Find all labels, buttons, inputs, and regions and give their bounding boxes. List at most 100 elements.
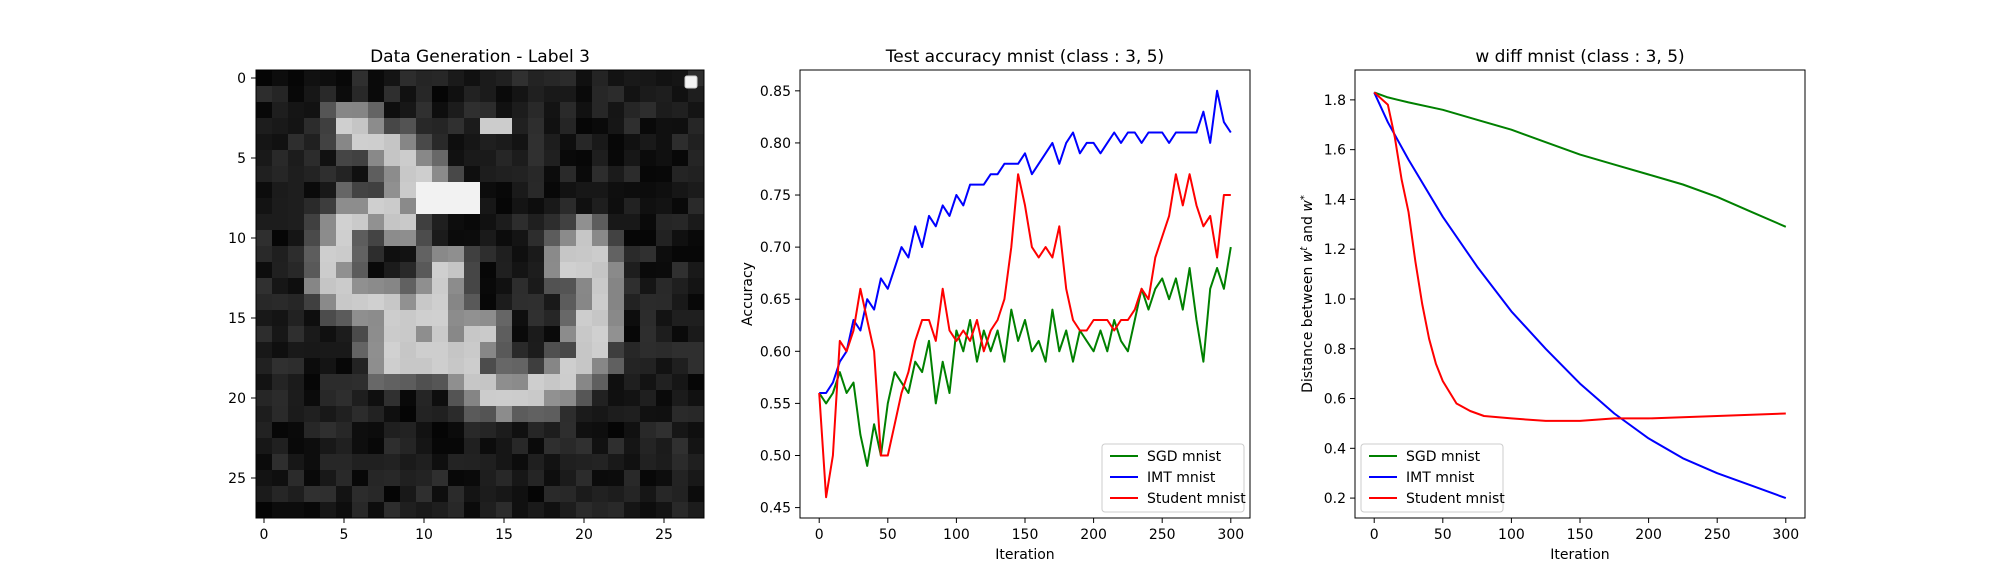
heatmap-cell — [576, 102, 593, 119]
heatmap-cell — [288, 182, 305, 199]
heatmap-cell — [496, 454, 513, 471]
heatmap-cell — [624, 86, 641, 103]
y-tick-label: 0.55 — [760, 396, 791, 412]
heatmap-cell — [528, 454, 545, 471]
heatmap-cell — [400, 166, 417, 183]
y-tick-label: 25 — [228, 471, 246, 487]
heatmap-cell — [368, 502, 385, 519]
heatmap-cell — [432, 198, 449, 215]
heatmap-cell — [464, 118, 481, 135]
heatmap-cell — [640, 278, 657, 295]
heatmap-cell — [336, 390, 353, 407]
heatmap-cell — [672, 102, 689, 119]
heatmap-cell — [672, 214, 689, 231]
panel-accuracy: Test accuracy mnist (class : 3, 5) 0 50 10… — [740, 47, 1251, 563]
heatmap-cell — [560, 470, 577, 487]
heatmap-cell — [256, 182, 273, 199]
heatmap-cell — [576, 262, 593, 279]
heatmap-cell — [560, 246, 577, 263]
heatmap-cell — [464, 166, 481, 183]
heatmap-cell — [272, 310, 289, 327]
heatmap-cell — [624, 470, 641, 487]
heatmap-cell — [688, 294, 705, 311]
heatmap-cell — [272, 134, 289, 151]
heatmap-cell — [352, 374, 369, 391]
heatmap-cell — [304, 406, 321, 423]
heatmap-cell — [640, 230, 657, 247]
heatmap-cell — [432, 134, 449, 151]
heatmap-cell — [640, 406, 657, 423]
heatmap-cell — [464, 134, 481, 151]
heatmap-cell — [256, 438, 273, 455]
y-tick-label: 10 — [228, 231, 246, 247]
heatmap-cell — [496, 70, 513, 87]
y-tick-label: 5 — [237, 151, 246, 167]
heatmap-cell — [544, 358, 561, 375]
heatmap-cell — [256, 326, 273, 343]
heatmap-cell — [336, 182, 353, 199]
heatmap-cell — [512, 102, 529, 119]
heatmap-cell — [640, 342, 657, 359]
heatmap-cell — [256, 102, 273, 119]
heatmap-cell — [400, 86, 417, 103]
heatmap-cell — [384, 406, 401, 423]
accuracy-legend: SGD mnist IMT mnist Student mnist — [1101, 443, 1246, 513]
series-line-imt — [819, 89, 1232, 394]
heatmap-cell — [688, 246, 705, 263]
heatmap-cell — [384, 230, 401, 247]
heatmap-cell — [272, 470, 289, 487]
heatmap-cell — [672, 294, 689, 311]
wdiff-title: w diff mnist (class : 3, 5) — [1475, 47, 1684, 67]
heatmap-cell — [672, 502, 689, 519]
heatmap-cell — [496, 134, 513, 151]
heatmap-cell — [560, 374, 577, 391]
heatmap-cell — [368, 374, 385, 391]
heatmap-cell — [336, 166, 353, 183]
heatmap-cell — [496, 358, 513, 375]
heatmap-cell — [400, 262, 417, 279]
heatmap-cell — [368, 230, 385, 247]
x-tick-label: 10 — [415, 527, 433, 543]
heatmap-cell — [416, 422, 433, 439]
heatmap-cell — [304, 134, 321, 151]
heatmap-cell — [288, 374, 305, 391]
heatmap-cell — [656, 342, 673, 359]
heatmap-cell — [528, 278, 545, 295]
heatmap-cell — [480, 198, 497, 215]
heatmap-cell — [512, 230, 529, 247]
x-tick-label: 0 — [815, 527, 824, 543]
heatmap-cell — [336, 422, 353, 439]
heatmap-cell — [560, 262, 577, 279]
heatmap-cell — [336, 246, 353, 263]
heatmap-cell — [560, 422, 577, 439]
heatmap-cell — [672, 198, 689, 215]
heatmap-cell — [448, 246, 465, 263]
heatmap-cell — [480, 438, 497, 455]
heatmap-cell — [560, 166, 577, 183]
heatmap-cell — [416, 406, 433, 423]
heatmap-cell — [576, 182, 593, 199]
heatmap-cell — [448, 278, 465, 295]
heatmap-cell — [464, 198, 481, 215]
heatmap-cell — [432, 230, 449, 247]
heatmap-cell — [272, 166, 289, 183]
heatmap-cell — [448, 486, 465, 503]
heatmap-cell — [480, 358, 497, 375]
heatmap-cell — [448, 470, 465, 487]
heatmap-cell — [512, 246, 529, 263]
heatmap-cell — [400, 438, 417, 455]
heatmap-cell — [320, 86, 337, 103]
heatmap-cell — [272, 438, 289, 455]
heatmap-cell — [336, 406, 353, 423]
heatmap-cell — [288, 390, 305, 407]
heatmap-cell — [272, 294, 289, 311]
legend-label-sgd: SGD mnist — [1406, 449, 1481, 465]
heatmap-cell — [656, 246, 673, 263]
heatmap-cell — [608, 422, 625, 439]
heatmap-cell — [560, 486, 577, 503]
heatmap-cell — [624, 294, 641, 311]
heatmap-cell — [448, 134, 465, 151]
heatmap-cell — [656, 134, 673, 151]
heatmap-cell — [608, 198, 625, 215]
heatmap-cell — [496, 406, 513, 423]
